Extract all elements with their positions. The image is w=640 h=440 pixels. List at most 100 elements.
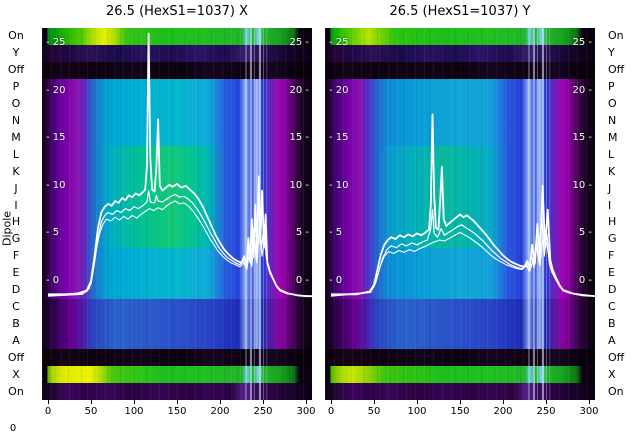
x-tick-mark — [460, 400, 461, 404]
heatmap-row-k-8 — [325, 163, 595, 181]
heatmap-row-a-18 — [42, 332, 312, 350]
row-label: Y — [12, 46, 20, 60]
row-label: E — [608, 266, 615, 280]
x-tick-mark — [374, 400, 375, 404]
row-label: On — [608, 384, 624, 398]
x-tick-mark — [220, 400, 221, 404]
heatmap-row-p-3 — [325, 78, 595, 96]
heatmap-row-off-2 — [42, 61, 312, 79]
x-tick-label: 200 — [210, 406, 230, 417]
row-label: P — [608, 80, 615, 94]
heatmap-row-a-18 — [325, 332, 595, 350]
x-tick-mark — [134, 400, 135, 404]
row-label: G — [11, 232, 21, 246]
x-tick-mark — [91, 400, 92, 404]
x-tick-mark — [177, 400, 178, 404]
heatmap-row-o-4 — [325, 95, 595, 113]
vertical-stripe — [249, 28, 252, 400]
row-label: D — [11, 283, 21, 297]
beam-trace-3 — [47, 200, 312, 297]
beam-trace-2 — [47, 190, 312, 297]
x-tick-label: 0 — [44, 406, 52, 417]
row-label: On — [8, 384, 24, 398]
vertical-stripe — [266, 28, 267, 400]
row-label: K — [12, 164, 20, 178]
x-tick-label: 50 — [367, 406, 381, 417]
x-tick-label: 100 — [124, 406, 144, 417]
heatmap-row-x-20 — [325, 366, 595, 384]
x-tick-mark — [417, 400, 418, 404]
x-tick-label: 250 — [536, 406, 556, 417]
heatmap-rows — [325, 28, 595, 400]
x-tick-label: 0 — [327, 406, 335, 417]
heatmap-row-c-16 — [325, 298, 595, 316]
row-label: O — [608, 97, 617, 111]
heatmap-row-n-5 — [325, 112, 595, 130]
row-label: B — [608, 316, 616, 330]
row-label: P — [12, 80, 20, 94]
heatmap-row-d-15 — [42, 281, 312, 299]
vertical-stripe — [245, 28, 247, 400]
x-tick-label: 100 — [407, 406, 427, 417]
row-label: Off — [7, 63, 25, 77]
heatmap-row-k-8 — [42, 163, 312, 181]
heatmap-row-g-12 — [42, 230, 312, 248]
corner-zero-label: 0 — [9, 423, 17, 434]
heatmap-row-x-20 — [42, 366, 312, 384]
heatmap-row-p-3 — [42, 78, 312, 96]
panel-title-x: 26.5 (HexS1=1037) X — [106, 4, 248, 19]
x-tick-mark — [331, 400, 332, 404]
row-label: K — [608, 164, 616, 178]
row-label: Y — [608, 46, 615, 60]
row-label: F — [12, 249, 20, 263]
row-label: N — [608, 114, 617, 127]
row-label: X — [608, 367, 616, 381]
heatmap-row-g-12 — [325, 230, 595, 248]
row-label: G — [608, 232, 617, 246]
row-label: L — [608, 147, 615, 161]
row-label: D — [608, 283, 617, 297]
heatmap-row-l-7 — [325, 146, 595, 164]
row-label: E — [12, 266, 20, 280]
heatmap-row-on-0 — [42, 28, 312, 45]
row-label: A — [12, 333, 20, 347]
x-tick-mark — [263, 400, 264, 404]
row-label: X — [12, 367, 20, 381]
row-label: I — [608, 198, 612, 212]
heatmap-row-m-6 — [42, 129, 312, 147]
x-tick-mark — [589, 400, 590, 404]
heatmap-row-l-7 — [42, 146, 312, 164]
row-label: L — [12, 147, 20, 161]
row-labels-right: On Y Off P O N M L K J I H G F E D C B A Off X On — [600, 0, 640, 440]
heatmap-row-m-6 — [325, 129, 595, 147]
beam-trace-2 — [330, 209, 595, 297]
heatmap-row-b-17 — [42, 315, 312, 333]
x-tick-label: 150 — [167, 406, 187, 417]
x-tick-mark — [503, 400, 504, 404]
vertical-stripe — [549, 28, 550, 400]
row-label: O — [11, 97, 21, 111]
heatmap-row-on-21 — [325, 383, 595, 400]
x-axis-y: 0 50 100 150 200 250 300 — [325, 400, 599, 422]
x-tick-label: 200 — [493, 406, 513, 417]
heatmap-row-e-14 — [42, 264, 312, 282]
row-label: Off — [7, 350, 25, 364]
x-tick-label: 250 — [253, 406, 273, 417]
beam-trace-1 — [331, 113, 595, 298]
x-tick-mark — [48, 400, 49, 404]
row-label: M — [608, 130, 618, 144]
heatmap-row-off-19 — [325, 349, 595, 367]
row-label: Off — [608, 350, 625, 364]
vertical-stripe — [541, 28, 544, 400]
row-label: M — [11, 130, 21, 144]
beam-trace-1 — [48, 32, 312, 298]
stripe-overlay — [42, 28, 312, 400]
row-label: C — [608, 300, 616, 313]
row-label: H — [608, 215, 617, 229]
x-tick-label: 300 — [296, 406, 316, 417]
x-tick-label: 300 — [579, 406, 599, 417]
vertical-stripe — [545, 28, 547, 400]
row-label: On — [608, 29, 624, 43]
